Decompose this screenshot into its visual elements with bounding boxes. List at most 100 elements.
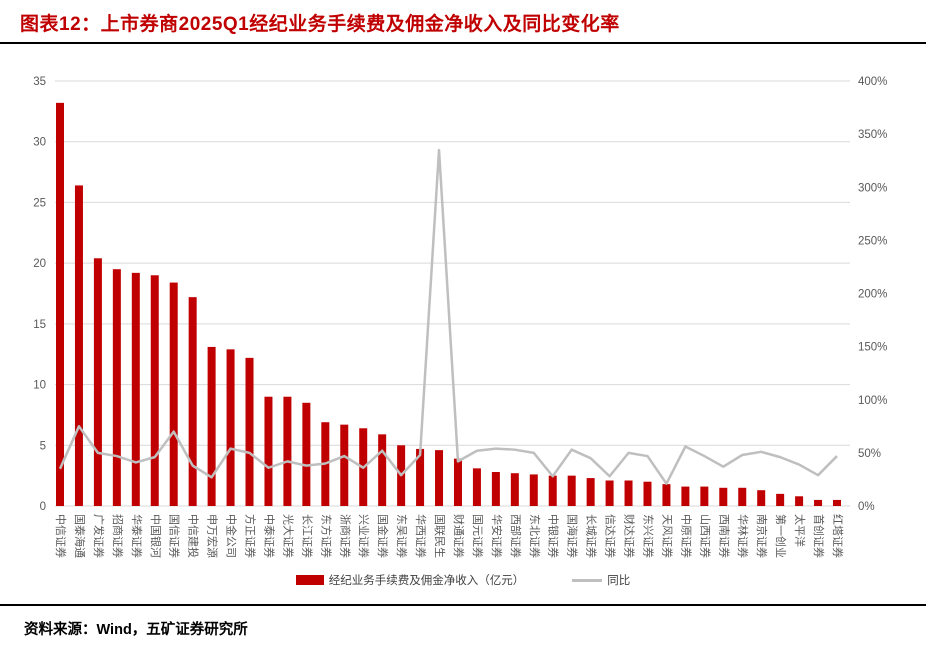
right-axis-tick: 350% <box>858 129 887 141</box>
x-axis-label: 西部证券 <box>509 514 523 558</box>
right-axis-tick: 150% <box>858 342 887 354</box>
x-axis-label: 南京证券 <box>755 514 769 558</box>
bar <box>226 349 235 506</box>
legend-item-bar-series: 经纪业务手续费及佣金净收入（亿元） <box>295 572 525 588</box>
bar-series-label: 经纪业务手续费及佣金净收入（亿元） <box>328 575 525 587</box>
footer-divider <box>0 604 926 606</box>
bar <box>814 499 823 506</box>
bar <box>586 478 595 506</box>
x-axis-label: 第一创业 <box>774 514 788 558</box>
yoy-line <box>58 148 838 485</box>
bar <box>700 486 709 506</box>
x-axis-label: 中信证券 <box>54 514 68 558</box>
x-axis-label: 兴业证券 <box>357 514 371 558</box>
bar <box>738 487 747 506</box>
x-axis-label: 东吴证券 <box>395 514 409 558</box>
x-axis-label: 东兴证券 <box>641 514 655 558</box>
right-axis-tick: 400% <box>858 76 887 88</box>
bar <box>435 450 444 506</box>
bar <box>150 275 159 506</box>
chart-header: 图表12：上市券商2025Q1经纪业务手续费及佣金净收入及同比变化率 <box>0 0 926 44</box>
bar <box>93 258 102 506</box>
bar <box>643 481 652 506</box>
bar <box>302 402 311 506</box>
bar <box>131 272 140 506</box>
x-axis-label: 国海证券 <box>566 514 580 558</box>
x-axis-label: 国元证券 <box>471 514 485 558</box>
bar <box>605 480 614 506</box>
bar <box>491 472 500 506</box>
right-axis-tick: 200% <box>858 289 887 301</box>
left-axis-tick: 0 <box>40 501 46 513</box>
x-axis-label: 华西证券 <box>414 514 428 558</box>
bar <box>264 396 273 506</box>
x-axis-label: 东方证券 <box>319 514 333 558</box>
right-axis-tick: 0% <box>858 501 875 513</box>
bar <box>188 297 197 506</box>
x-axis-label: 财通证券 <box>452 514 466 558</box>
x-axis-label: 天风证券 <box>660 514 674 558</box>
line-series-swatch <box>572 578 603 582</box>
x-axis-label: 中国银河 <box>149 514 163 558</box>
x-axis-label: 中信建投 <box>187 514 201 558</box>
x-axis-label: 信达证券 <box>604 514 618 558</box>
x-axis-label: 光大证券 <box>281 514 295 558</box>
bar <box>112 269 121 506</box>
x-axis-label: 中银证券 <box>547 514 561 558</box>
left-axis-tick: 25 <box>33 197 46 209</box>
x-axis-label: 国金证券 <box>376 514 390 558</box>
x-axis-label: 中泰证券 <box>262 514 276 558</box>
bar <box>74 185 83 506</box>
bar <box>529 474 538 506</box>
bar <box>283 396 292 506</box>
right-axis-tick: 300% <box>858 182 887 194</box>
x-axis-label: 财达证券 <box>623 514 637 558</box>
bar <box>681 486 690 506</box>
bar <box>378 434 387 506</box>
bar <box>833 499 841 506</box>
source-note: 资料来源：Wind，五矿证券研究所 <box>24 622 248 638</box>
bar <box>624 480 633 506</box>
x-axis-label: 国信证券 <box>168 514 182 558</box>
brokerage-revenue-chart: 051015202530350%50%100%150%200%250%300%3… <box>33 76 887 558</box>
right-axis-tick: 100% <box>858 395 887 407</box>
legend-item-line-series: 同比 <box>572 572 630 588</box>
left-axis-tick: 5 <box>40 440 46 452</box>
x-axis-label: 首创证券 <box>812 514 826 558</box>
bar <box>662 484 671 506</box>
bar <box>510 473 519 506</box>
bar <box>56 102 64 506</box>
bar <box>548 475 557 506</box>
chart-title: 图表12：上市券商2025Q1经纪业务手续费及佣金净收入及同比变化率 <box>20 14 620 35</box>
right-axis-tick: 250% <box>858 235 887 247</box>
x-axis-label: 国联民生 <box>433 514 447 558</box>
x-axis-label: 申万宏源 <box>206 514 220 558</box>
x-axis-label: 招商证券 <box>111 514 125 558</box>
x-axis-label: 西南证券 <box>717 514 731 558</box>
x-axis-label: 广发证券 <box>92 514 106 558</box>
x-axis-label: 长城证券 <box>585 514 599 558</box>
line-series-label: 同比 <box>607 575 631 587</box>
x-axis-label: 东北证券 <box>528 514 542 558</box>
left-axis-tick: 35 <box>33 76 46 88</box>
x-axis-label: 华林证券 <box>736 514 750 558</box>
x-axis-label: 山西证券 <box>698 514 712 558</box>
x-axis-label: 方正证券 <box>244 514 258 558</box>
x-axis-label: 华泰证券 <box>130 514 144 558</box>
left-axis-tick: 15 <box>33 319 46 331</box>
bar <box>169 282 178 506</box>
bar <box>245 357 254 506</box>
x-axis-label: 浙商证券 <box>338 514 352 558</box>
left-axis-tick: 20 <box>33 258 46 270</box>
right-axis-tick: 50% <box>858 448 881 460</box>
x-axis-label: 中原证券 <box>679 514 693 558</box>
bar <box>757 490 766 506</box>
bar <box>795 496 804 506</box>
bar-series-swatch <box>295 575 324 585</box>
bar <box>472 468 481 506</box>
left-axis-tick: 10 <box>33 380 46 392</box>
x-axis-label: 长江证券 <box>300 514 314 558</box>
x-axis-label: 国泰海通 <box>73 514 87 558</box>
left-axis-tick: 30 <box>33 137 46 149</box>
